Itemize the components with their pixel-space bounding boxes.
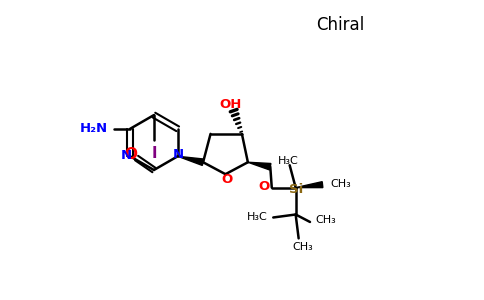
Text: O: O [258,180,270,193]
Polygon shape [178,156,204,165]
Polygon shape [248,162,271,170]
Text: O: O [124,147,137,162]
Text: H₃C: H₃C [247,212,268,222]
Text: Chiral: Chiral [317,16,364,34]
Text: CH₃: CH₃ [293,242,314,252]
Text: Si: Si [289,183,303,196]
Text: O: O [221,173,233,186]
Text: H₂N: H₂N [80,122,108,135]
Text: N: N [173,148,184,161]
Text: I: I [151,146,157,161]
Text: N: N [121,149,132,162]
Text: OH: OH [219,98,242,111]
Polygon shape [296,182,323,188]
Text: H₃C: H₃C [278,156,299,166]
Text: CH₃: CH₃ [330,179,351,189]
Text: CH₃: CH₃ [316,215,336,226]
